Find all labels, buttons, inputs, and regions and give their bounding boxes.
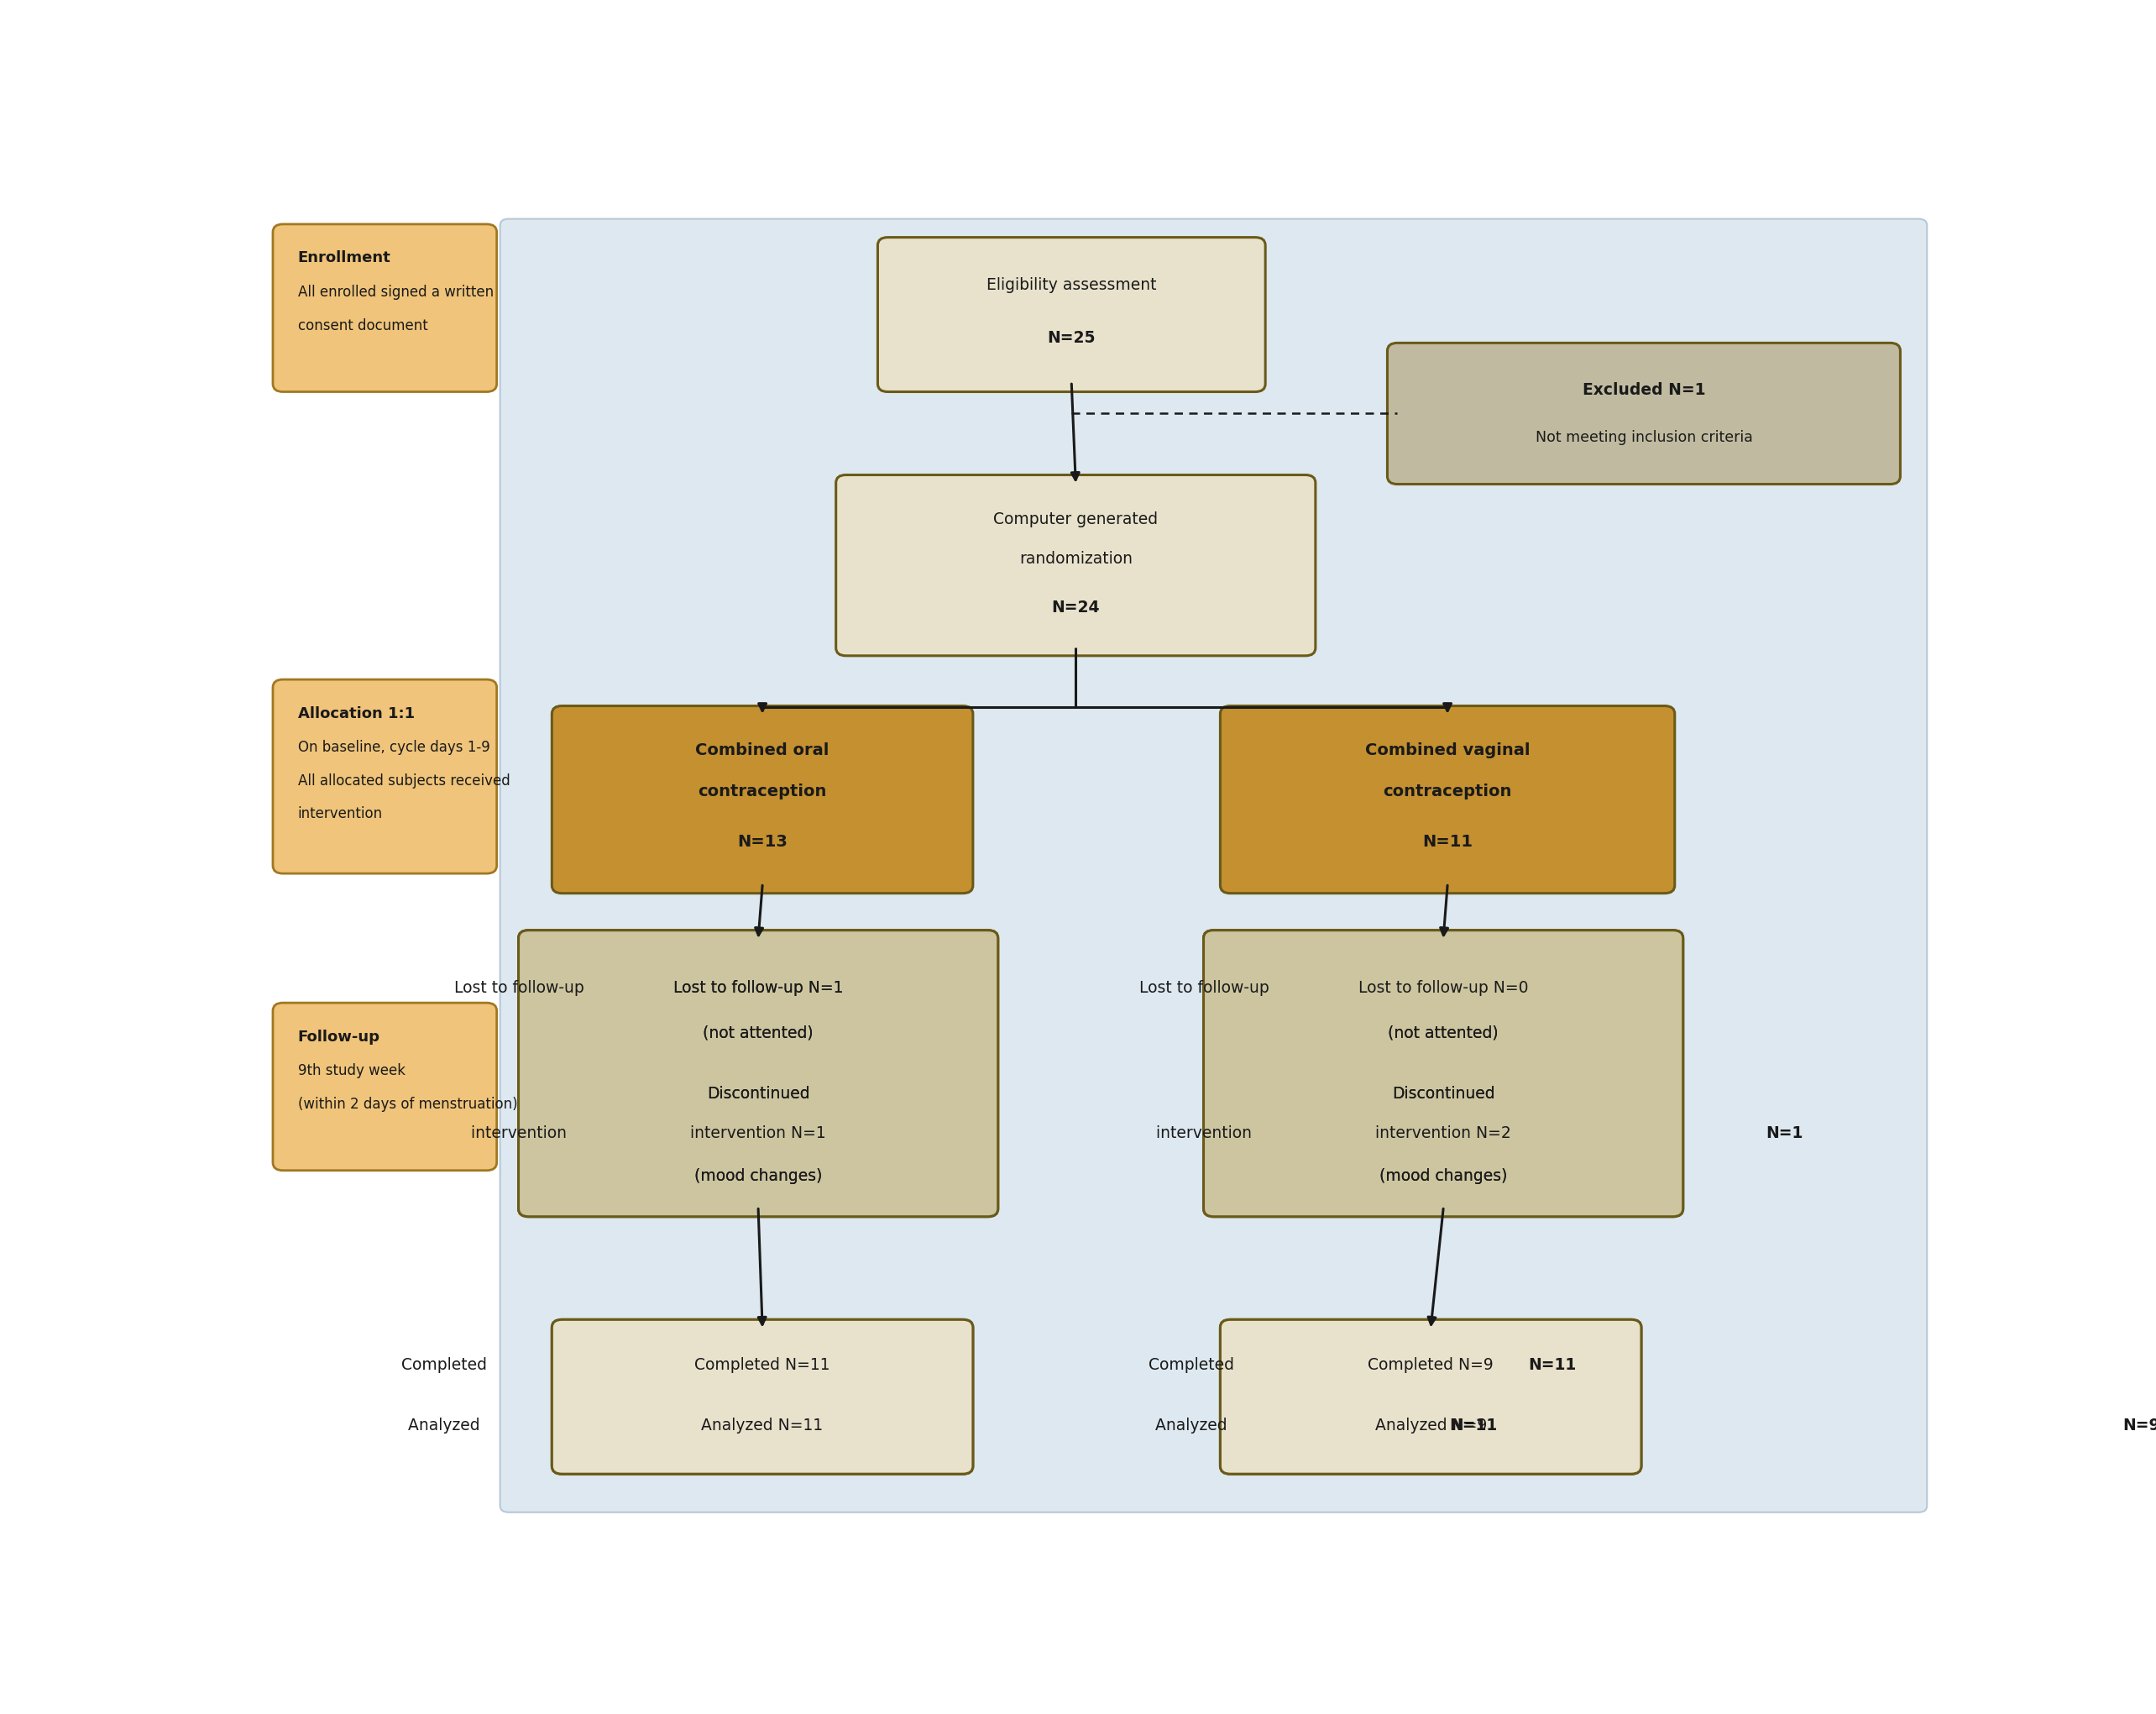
FancyBboxPatch shape [274, 1003, 496, 1171]
Text: Analyzed N=11: Analyzed N=11 [701, 1417, 824, 1435]
Text: (not attented): (not attented) [703, 1025, 813, 1040]
Text: Follow-up: Follow-up [298, 1028, 379, 1044]
FancyBboxPatch shape [1386, 343, 1899, 483]
Text: (not attented): (not attented) [1388, 1025, 1498, 1040]
FancyBboxPatch shape [1220, 706, 1675, 893]
Text: Excluded N=1: Excluded N=1 [1583, 382, 1705, 398]
Text: (within 2 days of menstruation): (within 2 days of menstruation) [298, 1097, 517, 1112]
Text: Analyzed: Analyzed [407, 1417, 485, 1435]
Text: Discontinued: Discontinued [707, 1087, 811, 1102]
FancyBboxPatch shape [1220, 1320, 1641, 1474]
Text: Analyzed N=9: Analyzed N=9 [1376, 1417, 1488, 1435]
Text: Completed: Completed [401, 1357, 492, 1373]
Text: (mood changes): (mood changes) [1380, 1167, 1507, 1184]
Text: Lost to follow-up: Lost to follow-up [455, 980, 589, 996]
Text: Lost to follow-up N=1: Lost to follow-up N=1 [673, 980, 843, 996]
Text: intervention N=1: intervention N=1 [690, 1126, 826, 1142]
Text: N=11: N=11 [1423, 833, 1473, 850]
FancyBboxPatch shape [500, 219, 1927, 1512]
FancyBboxPatch shape [877, 237, 1266, 393]
Text: Completed N=9: Completed N=9 [1367, 1357, 1494, 1373]
Text: N=1: N=1 [1766, 1126, 1802, 1142]
Text: Not meeting inclusion criteria: Not meeting inclusion criteria [1535, 430, 1753, 446]
FancyBboxPatch shape [1203, 931, 1684, 1217]
Text: (not attented): (not attented) [703, 1025, 813, 1040]
Text: Analyzed: Analyzed [1156, 1417, 1233, 1435]
FancyBboxPatch shape [552, 706, 972, 893]
Text: Discontinued: Discontinued [1393, 1087, 1494, 1102]
Text: Enrollment: Enrollment [298, 250, 390, 266]
FancyBboxPatch shape [517, 931, 998, 1217]
Text: contraception: contraception [1384, 783, 1511, 800]
Text: Lost to follow-up N=0: Lost to follow-up N=0 [1358, 980, 1529, 996]
Text: N=9: N=9 [2124, 1417, 2156, 1435]
Text: intervention N=2: intervention N=2 [1376, 1126, 1511, 1142]
FancyBboxPatch shape [274, 225, 496, 393]
Text: Allocation 1:1: Allocation 1:1 [298, 706, 414, 722]
FancyBboxPatch shape [552, 1320, 972, 1474]
Text: intervention: intervention [298, 806, 384, 821]
Text: Completed N=11: Completed N=11 [694, 1357, 830, 1373]
Text: N=11: N=11 [1529, 1357, 1576, 1373]
Text: Lost to follow-up: Lost to follow-up [1138, 980, 1274, 996]
Text: Discontinued: Discontinued [707, 1087, 811, 1102]
Text: Lost to follow-up N=1: Lost to follow-up N=1 [673, 980, 843, 996]
Text: contraception: contraception [699, 783, 826, 800]
Text: (not attented): (not attented) [1388, 1025, 1498, 1040]
Text: N=25: N=25 [1048, 331, 1095, 346]
FancyBboxPatch shape [837, 475, 1315, 656]
Text: Combined vaginal: Combined vaginal [1365, 742, 1531, 759]
FancyBboxPatch shape [517, 931, 998, 1217]
Text: N=13: N=13 [737, 833, 787, 850]
FancyBboxPatch shape [552, 1320, 972, 1474]
Text: (mood changes): (mood changes) [694, 1167, 821, 1184]
Text: All allocated subjects received: All allocated subjects received [298, 773, 511, 788]
Text: On baseline, cycle days 1-9: On baseline, cycle days 1-9 [298, 740, 489, 756]
Text: intervention: intervention [470, 1126, 571, 1142]
FancyBboxPatch shape [1203, 931, 1684, 1217]
Text: (mood changes): (mood changes) [1380, 1167, 1507, 1184]
Text: All enrolled signed a written: All enrolled signed a written [298, 285, 494, 300]
Text: Computer generated: Computer generated [994, 511, 1158, 528]
Text: Discontinued: Discontinued [1393, 1087, 1494, 1102]
Text: Completed: Completed [1149, 1357, 1240, 1373]
FancyBboxPatch shape [1220, 1320, 1641, 1474]
Text: Combined oral: Combined oral [696, 742, 830, 759]
Text: N=11: N=11 [1449, 1417, 1496, 1435]
Text: 9th study week: 9th study week [298, 1063, 405, 1078]
FancyBboxPatch shape [274, 679, 496, 874]
Text: randomization: randomization [1020, 550, 1132, 567]
Text: N=24: N=24 [1052, 600, 1100, 615]
Text: intervention: intervention [1156, 1126, 1257, 1142]
Text: consent document: consent document [298, 317, 427, 333]
Text: (mood changes): (mood changes) [694, 1167, 821, 1184]
Text: Eligibility assessment: Eligibility assessment [987, 278, 1156, 293]
